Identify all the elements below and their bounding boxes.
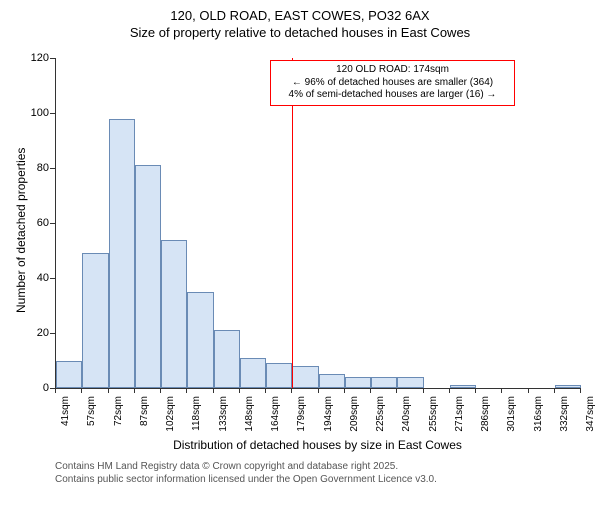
xtick-label: 255sqm: [428, 396, 439, 441]
xtick-mark: [213, 388, 214, 393]
xtick-mark: [344, 388, 345, 393]
xtick-label: 286sqm: [480, 396, 491, 441]
histogram-bar: [266, 363, 292, 388]
xtick-label: 332sqm: [559, 396, 570, 441]
ytick-label: 0: [23, 382, 49, 394]
xtick-label: 194sqm: [323, 396, 334, 441]
xtick-mark: [239, 388, 240, 393]
ytick-label: 40: [23, 272, 49, 284]
histogram-bar: [214, 330, 240, 388]
xtick-mark: [160, 388, 161, 393]
x-axis-label: Distribution of detached houses by size …: [55, 438, 580, 452]
annotation-box: 120 OLD ROAD: 174sqm ← 96% of detached ho…: [270, 60, 515, 106]
xtick-mark: [291, 388, 292, 393]
xtick-mark: [134, 388, 135, 393]
histogram-bar: [319, 374, 345, 388]
histogram-bar: [450, 385, 476, 388]
xtick-label: 240sqm: [401, 396, 412, 441]
xtick-mark: [423, 388, 424, 393]
histogram-bar: [397, 377, 423, 388]
plot-area: [55, 58, 581, 389]
annotation-line2: ← 96% of detached houses are smaller (36…: [292, 77, 493, 88]
xtick-label: 41sqm: [60, 396, 71, 441]
xtick-mark: [108, 388, 109, 393]
xtick-label: 133sqm: [218, 396, 229, 441]
histogram-bar: [240, 358, 266, 388]
xtick-mark: [449, 388, 450, 393]
ytick-mark: [50, 278, 55, 279]
histogram-bar: [109, 119, 135, 389]
histogram-bar: [56, 361, 82, 389]
histogram-bar: [187, 292, 213, 388]
xtick-label: 316sqm: [533, 396, 544, 441]
footer-line1: Contains HM Land Registry data © Crown c…: [55, 461, 398, 472]
xtick-mark: [528, 388, 529, 393]
xtick-mark: [55, 388, 56, 393]
footer-line2: Contains public sector information licen…: [55, 474, 437, 485]
xtick-mark: [396, 388, 397, 393]
xtick-label: 87sqm: [139, 396, 150, 441]
xtick-label: 225sqm: [375, 396, 386, 441]
ytick-label: 100: [23, 107, 49, 119]
xtick-label: 271sqm: [454, 396, 465, 441]
annotation-line1: 120 OLD ROAD: 174sqm: [336, 64, 449, 75]
chart-title-main: 120, OLD ROAD, EAST COWES, PO32 6AX: [0, 8, 600, 23]
ytick-mark: [50, 58, 55, 59]
ytick-mark: [50, 113, 55, 114]
xtick-label: 118sqm: [191, 396, 202, 441]
histogram-bar: [292, 366, 318, 388]
xtick-label: 57sqm: [86, 396, 97, 441]
chart-container: 120, OLD ROAD, EAST COWES, PO32 6AX Size…: [0, 8, 600, 508]
xtick-mark: [501, 388, 502, 393]
xtick-label: 347sqm: [585, 396, 596, 441]
xtick-label: 179sqm: [296, 396, 307, 441]
xtick-label: 164sqm: [270, 396, 281, 441]
histogram-bar: [371, 377, 397, 388]
xtick-label: 148sqm: [244, 396, 255, 441]
histogram-bar: [135, 165, 161, 388]
xtick-mark: [265, 388, 266, 393]
footer-attribution: Contains HM Land Registry data © Crown c…: [55, 460, 437, 486]
xtick-mark: [318, 388, 319, 393]
chart-title-sub: Size of property relative to detached ho…: [0, 25, 600, 40]
xtick-mark: [475, 388, 476, 393]
histogram-bar: [82, 253, 108, 388]
xtick-label: 72sqm: [113, 396, 124, 441]
ytick-label: 20: [23, 327, 49, 339]
xtick-mark: [554, 388, 555, 393]
histogram-bar: [161, 240, 187, 389]
histogram-bar: [345, 377, 371, 388]
xtick-mark: [370, 388, 371, 393]
xtick-label: 102sqm: [165, 396, 176, 441]
annotation-line3: 4% of semi-detached houses are larger (1…: [289, 89, 497, 100]
xtick-mark: [81, 388, 82, 393]
ytick-mark: [50, 333, 55, 334]
reference-line: [292, 58, 293, 388]
ytick-label: 60: [23, 217, 49, 229]
ytick-label: 120: [23, 52, 49, 64]
ytick-label: 80: [23, 162, 49, 174]
ytick-mark: [50, 168, 55, 169]
ytick-mark: [50, 223, 55, 224]
xtick-label: 301sqm: [506, 396, 517, 441]
histogram-bar: [555, 385, 581, 388]
xtick-label: 209sqm: [349, 396, 360, 441]
xtick-mark: [580, 388, 581, 393]
xtick-mark: [186, 388, 187, 393]
